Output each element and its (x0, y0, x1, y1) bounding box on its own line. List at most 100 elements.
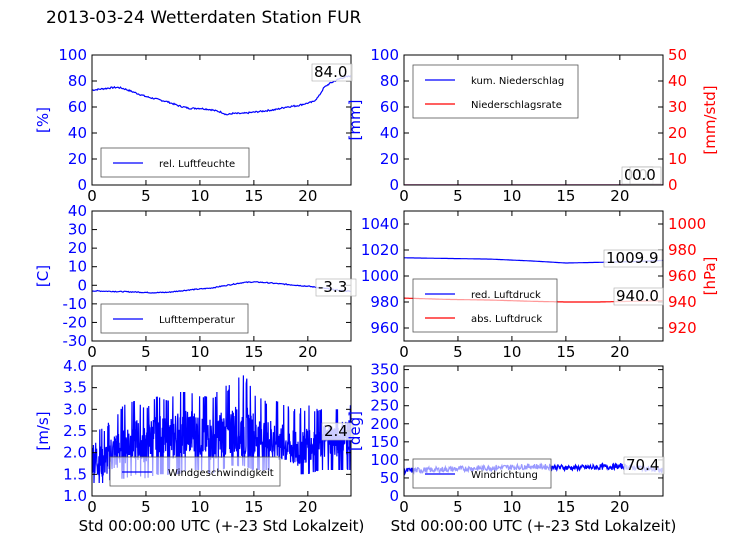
pressure-xtick-label: 20 (610, 343, 629, 361)
pressure-xtick-label: 15 (556, 343, 575, 361)
pressure-legend-box (412, 278, 558, 333)
windspeed-value-label-box (321, 422, 354, 441)
windspeed-xtick-label: 15 (244, 498, 263, 516)
precipitation-frame (403, 54, 664, 186)
winddir-ytick-label: 350 (370, 361, 399, 379)
winddir-ytick-label: 0 (389, 487, 399, 505)
pressure-value-label: 1009.9 (606, 249, 659, 267)
precipitation-ytick-label: 0 (389, 176, 399, 194)
winddir-xtick-label: 5 (453, 498, 463, 516)
winddir-xlabel: Std 00:00:00 UTC (+-23 Std Lokalzeit) (391, 517, 677, 535)
windspeed-legend-label: Windgeschwindigkeit (168, 468, 274, 479)
windspeed-xtick-label: 20 (298, 498, 317, 516)
pressure-value-label-box (603, 249, 663, 268)
winddir-ytick-label: 300 (370, 379, 399, 397)
windspeed-value-label: 2.4 (324, 422, 348, 440)
temperature-ytick-label: 40 (68, 202, 87, 220)
precipitation-ytick-right-label: 50 (668, 46, 687, 64)
temperature-ylabel: [C] (34, 265, 52, 287)
windspeed-ytick-label: 2.0 (63, 444, 87, 462)
precipitation-ytick-label: 20 (380, 150, 399, 168)
humidity-ytick-label: 60 (68, 98, 87, 116)
precipitation-legend-label: Niederschlagsrate (471, 100, 562, 111)
windspeed-ytick-label: 2.5 (63, 422, 87, 440)
humidity-ylabel: [%] (34, 107, 52, 133)
windspeed-ytick-label: 4.0 (63, 357, 87, 375)
precipitation-legend-label: kum. Niederschlag (471, 76, 564, 87)
precipitation-ytick-right-label: 0 (668, 176, 678, 194)
winddir-legend: Windrichtung (412, 458, 552, 489)
humidity-xtick-label: 5 (141, 187, 151, 205)
humidity-xtick-label: 20 (298, 187, 317, 205)
temperature-value-label: -3.3 (318, 278, 347, 296)
precipitation-ytick-right-label: 20 (668, 124, 687, 142)
windspeed-xtick-label: 10 (190, 498, 209, 516)
humidity-legend: rel. Luftfeuchte (100, 147, 250, 178)
humidity-panel: 0 5 10 15 20 0 20 40 60 80 100 [%] rel. Luftfeuchte 8… (34, 46, 353, 205)
temperature-xtick-label: 0 (87, 343, 97, 361)
humidity-xtick-label: 0 (87, 187, 97, 205)
temperature-ytick-label: -20 (63, 313, 88, 331)
humidity-ytick-label: 80 (68, 72, 87, 90)
winddir-frame (403, 365, 664, 497)
humidity-value-label-box (311, 63, 353, 82)
temperature-series-line-0 (92, 281, 351, 294)
temperature-legend: Lufttemperatur (100, 303, 249, 334)
windspeed-legend: Windgeschwindigkeit (109, 456, 281, 487)
temperature-ytick-label: -10 (63, 295, 88, 313)
humidity-series-line-0 (92, 74, 351, 116)
precipitation-xtick-label: 10 (502, 187, 521, 205)
pressure-ytick-label: 980 (370, 293, 399, 311)
precipitation-ytick-label: 100 (370, 46, 399, 64)
winddir-legend-label: Windrichtung (471, 470, 538, 481)
precipitation-xtick-label: 15 (556, 187, 575, 205)
pressure-value-label-2: 940.0 (616, 287, 659, 305)
winddir-xtick-label: 20 (610, 498, 629, 516)
precipitation-xtick-label: 20 (610, 187, 629, 205)
windspeed-xtick-label: 5 (141, 498, 151, 516)
pressure-ytick-right-label: 960 (668, 267, 697, 285)
windspeed-ylabel: [m/s] (34, 411, 52, 450)
temperature-xtick-label: 5 (141, 343, 151, 361)
winddir-xtick-label: 10 (502, 498, 521, 516)
winddir-xtick-label: 15 (556, 498, 575, 516)
precipitation-ytick-right-label: 30 (668, 98, 687, 116)
pressure-ytick-label: 1000 (361, 267, 399, 285)
temperature-series-group (92, 281, 351, 294)
humidity-series-group (92, 74, 351, 116)
pressure-ytick-label: 1040 (361, 215, 399, 233)
windspeed-ytick-label: 3.5 (63, 379, 87, 397)
winddir-xtick-label: 0 (399, 498, 409, 516)
windspeed-xtick-label: 0 (87, 498, 97, 516)
precipitation-panel: 0 5 10 15 20 0 20 40 60 80 100 0 10 20 30 40 50 [mm] [mm/s… (346, 46, 719, 205)
temperature-xtick-label: 20 (298, 343, 317, 361)
pressure-ytick-right-label: 980 (668, 241, 697, 259)
windspeed-ytick-label: 1.0 (63, 487, 87, 505)
windspeed-xlabel: Std 00:00:00 UTC (+-23 Std Lokalzeit) (79, 517, 365, 535)
precipitation-ytick-right-label: 10 (668, 150, 687, 168)
temperature-ytick-label: 10 (68, 258, 87, 276)
humidity-ytick-label: 40 (68, 124, 87, 142)
humidity-value-label: 84.0 (314, 63, 347, 81)
precipitation-legend-box (412, 64, 579, 119)
temperature-value-label-box (315, 278, 357, 297)
pressure-legend-label: abs. Luftdruck (471, 314, 542, 325)
winddir-ytick-label: 100 (370, 451, 399, 469)
pressure-ytick-right-label: 940 (668, 293, 697, 311)
windspeed-ytick-label: 3.0 (63, 400, 87, 418)
precipitation-xtick-label: 0 (399, 187, 409, 205)
humidity-legend-label: rel. Luftfeuchte (159, 159, 235, 170)
humidity-ytick-label: 20 (68, 150, 87, 168)
temperature-ytick-label: -30 (63, 332, 88, 350)
precipitation-legend: kum. Niederschlag Niederschlagsrate (412, 64, 579, 119)
pressure-ytick-right-label: 1000 (668, 215, 706, 233)
precipitation-ytick-label: 40 (380, 124, 399, 142)
pressure-ylabel-right: [hPa] (701, 257, 719, 296)
temperature-frame (91, 210, 352, 342)
winddir-value-label: 70.4 (626, 456, 659, 474)
precipitation-xtick-label: 5 (453, 187, 463, 205)
pressure-ytick-label: 1020 (361, 241, 399, 259)
precipitation-ytick-label: 60 (380, 98, 399, 116)
temperature-ytick-label: 20 (68, 239, 87, 257)
